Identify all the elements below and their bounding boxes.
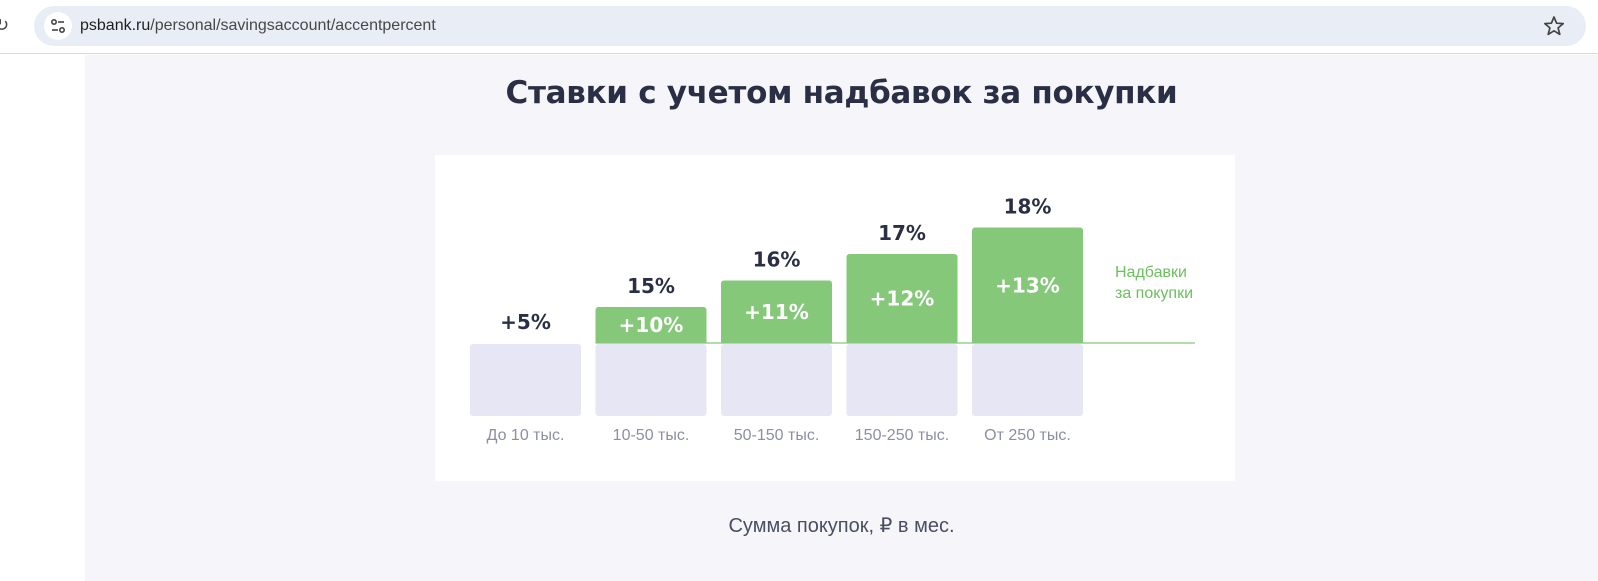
page-content: Ставки с учетом надбавок за покупки +5% Д… <box>0 55 1598 581</box>
bonus-bar-label: +13% <box>995 273 1060 297</box>
category-label: До 10 тыс. <box>487 427 565 444</box>
base-bar <box>846 344 958 416</box>
category-label: 10-50 тыс. <box>613 427 690 444</box>
bookmark-star-icon[interactable] <box>1542 14 1566 38</box>
bonus-legend: Надбавки за покупки <box>1115 262 1193 304</box>
base-bar <box>595 344 707 416</box>
bonus-bar <box>846 254 958 343</box>
rates-section: Ставки с учетом надбавок за покупки +5% Д… <box>85 55 1598 581</box>
url-text[interactable]: psbank.ru/personal/savingsaccount/accent… <box>80 6 436 46</box>
url-domain: psbank.ru <box>80 17 151 34</box>
x-axis-label: Сумма покупок, ₽ в мес. <box>728 515 955 537</box>
url-path: /personal/savingsaccount/accentpercent <box>150 17 436 34</box>
reload-icon[interactable]: ↻ <box>0 15 10 36</box>
site-info-icon[interactable] <box>44 12 72 40</box>
bonus-legend-line2: за покупки <box>1115 285 1194 302</box>
base-bar <box>721 344 832 416</box>
bonus-bar-base <box>972 339 1083 343</box>
rate-label: 18% <box>1004 195 1052 219</box>
category-label: 50-150 тыс. <box>734 427 820 444</box>
bonus-bar-base <box>721 339 832 343</box>
bonus-bar-label: +11% <box>744 300 809 324</box>
category-label: 150-250 тыс. <box>855 427 949 444</box>
section-title: Ставки с учетом надбавок за покупки <box>505 75 1178 111</box>
address-bar[interactable]: psbank.ru/personal/savingsaccount/accent… <box>34 6 1586 46</box>
chart-card: +5% До 10 тыс. +10% 15% 10-50 тыс. +11% 16% 50-… <box>435 155 1235 481</box>
rates-chart: +5% До 10 тыс. +10% 15% 10-50 тыс. +11% 16% 50-… <box>470 195 1195 444</box>
base-bar <box>972 344 1083 416</box>
rate-label: 17% <box>878 221 926 245</box>
bonus-bar-base <box>846 339 958 343</box>
rate-label: 16% <box>753 248 801 272</box>
bonus-bar <box>721 280 832 343</box>
bonus-bar <box>595 307 707 343</box>
bonus-legend-line1: Надбавки <box>1115 264 1187 281</box>
bonus-bar-label: +12% <box>870 287 935 311</box>
bonus-bar-base <box>595 339 707 343</box>
rate-label: +5% <box>500 310 551 334</box>
bonus-bar <box>972 227 1083 343</box>
rate-label: 15% <box>627 274 675 298</box>
bonus-bar-label: +10% <box>619 313 684 337</box>
base-bar <box>470 344 581 416</box>
browser-toolbar: ↻ psbank.ru/personal/savingsaccount/acce… <box>0 0 1598 54</box>
category-label: От 250 тыс. <box>984 427 1071 444</box>
